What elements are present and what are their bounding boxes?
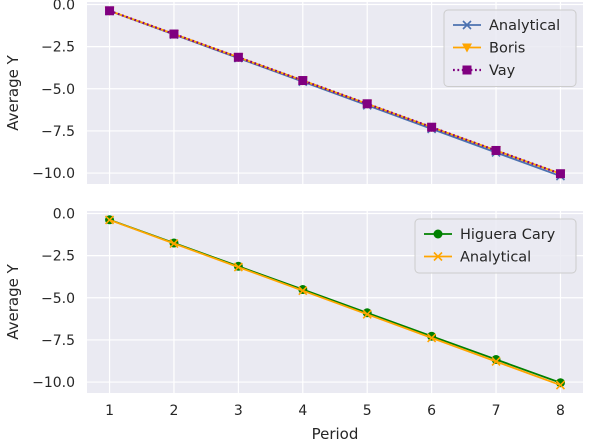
chart-panel-2: 0.0 −2.5 −5.0 −7.5 −10.0 1 2 3 4 5 6 7 8 Average Y Per… [4,207,583,443]
y-tick-label: −10.0 [32,375,75,391]
y-tick-label: −5.0 [41,82,75,98]
chart-panel-1: 0.0 −2.5 −5.0 −7.5 −10.0 Average Y Analytical B… [4,0,583,184]
x-tick-label: 1 [105,403,114,419]
legend-marker [433,251,443,262]
legend-marker [433,229,443,239]
y-tick-label: −10.0 [32,166,75,182]
legend-label: Analytical [489,18,560,34]
x-tick-label: 6 [427,403,436,419]
data-point [491,145,501,155]
x-axis-label: Period [312,425,359,443]
legend-2: Higuera Cary Analytical [414,218,577,274]
data-point [298,286,308,296]
data-point [362,99,372,109]
legend-label: Boris [489,41,525,57]
x-tick-label: 4 [298,403,307,419]
y-tick-label: −2.5 [41,249,75,265]
y-tick-label: 0.0 [53,207,75,223]
y-tick-label: −7.5 [41,124,75,140]
x-tick-label: 8 [556,403,565,419]
data-point [233,262,243,272]
data-point [233,52,243,62]
data-point [362,309,372,319]
legend-box [443,9,577,87]
x-tick-label: 2 [170,403,179,419]
series-line [109,9,561,175]
data-point [298,76,308,86]
series-analytical [104,215,566,390]
legend-box [414,218,577,274]
data-point [427,122,437,132]
data-point [169,238,179,249]
x-tick-label: 5 [363,403,372,419]
data-point [104,215,115,225]
legend-marker [462,65,472,75]
y-tick-label: −2.5 [41,40,75,56]
data-point [491,356,501,367]
legend-1: Analytical Boris Vay [443,9,577,87]
legend-marker [462,43,472,53]
y-tick-label: −7.5 [41,333,75,349]
y-axis-label: Average Y [4,263,22,339]
series-vay [105,6,565,179]
legend-label: Analytical [460,250,531,266]
data-point [555,169,565,179]
x-tick-label: 7 [492,403,501,419]
data-point [169,29,179,39]
legend-label: Vay [489,63,516,79]
x-tick-label: 3 [234,403,243,419]
y-tick-label: 0.0 [53,0,75,14]
data-point [555,380,566,390]
series-line [109,219,561,386]
data-point [105,6,115,16]
data-point [427,333,437,343]
legend-marker [462,20,472,30]
legend-label: Higuera Cary [460,227,556,243]
y-axis-label: Average Y [4,54,22,130]
y-tick-label: −5.0 [41,291,75,307]
